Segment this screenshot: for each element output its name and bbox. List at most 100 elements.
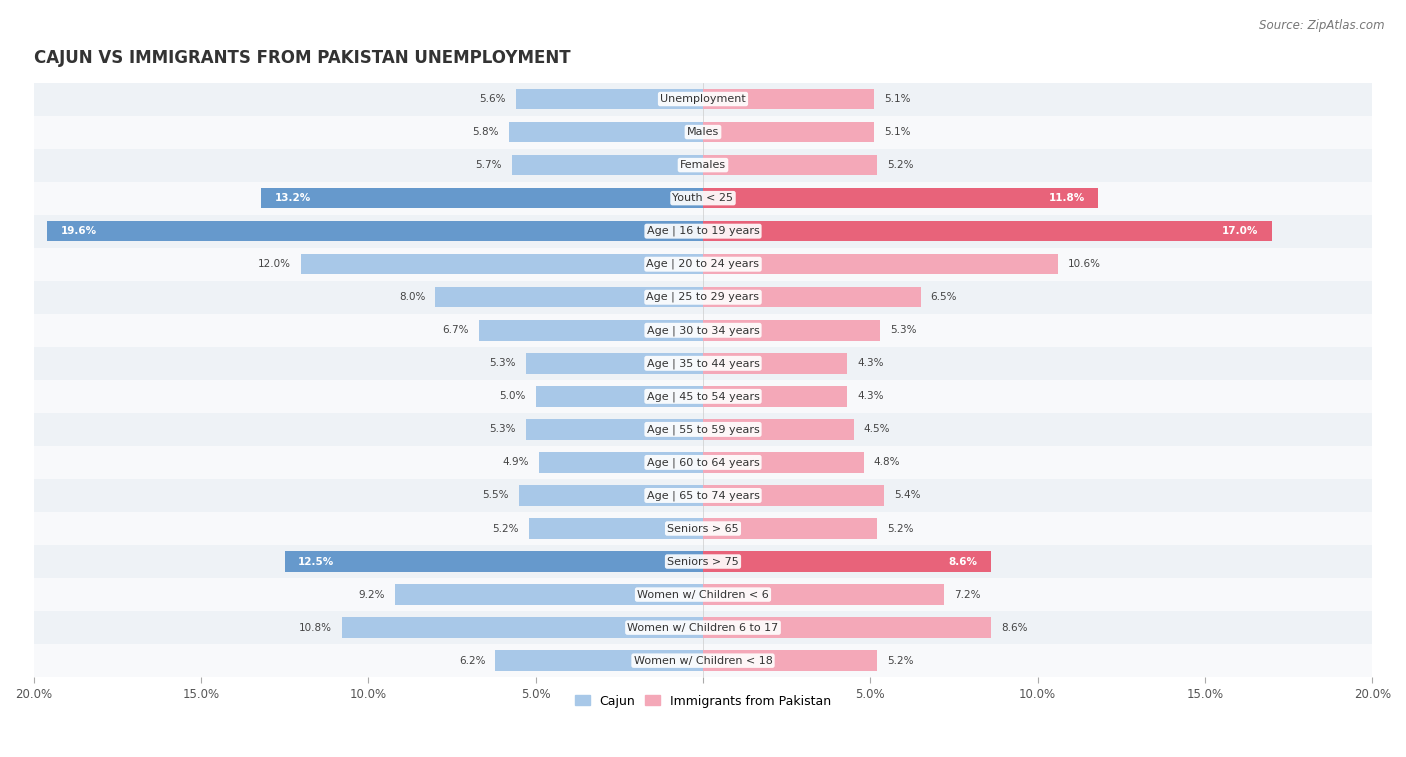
Text: Age | 20 to 24 years: Age | 20 to 24 years <box>647 259 759 269</box>
Bar <box>703 254 1057 275</box>
Bar <box>512 155 703 176</box>
Bar <box>703 452 863 472</box>
Text: 5.1%: 5.1% <box>884 127 910 137</box>
Text: Age | 55 to 59 years: Age | 55 to 59 years <box>647 424 759 435</box>
Text: 5.5%: 5.5% <box>482 491 509 500</box>
Bar <box>703 320 880 341</box>
Text: 4.8%: 4.8% <box>873 457 900 467</box>
Text: Age | 25 to 29 years: Age | 25 to 29 years <box>647 292 759 303</box>
Bar <box>0 611 1406 644</box>
Text: 10.8%: 10.8% <box>298 622 332 633</box>
Bar <box>703 122 873 142</box>
Text: Women w/ Children 6 to 17: Women w/ Children 6 to 17 <box>627 622 779 633</box>
Text: 5.1%: 5.1% <box>884 94 910 104</box>
Bar <box>495 650 703 671</box>
Bar <box>703 155 877 176</box>
Text: Age | 30 to 34 years: Age | 30 to 34 years <box>647 325 759 335</box>
Text: Females: Females <box>681 160 725 170</box>
Bar <box>0 512 1406 545</box>
Bar <box>0 545 1406 578</box>
Bar <box>703 485 884 506</box>
Bar <box>703 650 877 671</box>
Bar <box>703 419 853 440</box>
Text: 5.7%: 5.7% <box>475 160 502 170</box>
Legend: Cajun, Immigrants from Pakistan: Cajun, Immigrants from Pakistan <box>569 690 837 712</box>
Text: Women w/ Children < 6: Women w/ Children < 6 <box>637 590 769 600</box>
Bar <box>0 248 1406 281</box>
Text: Youth < 25: Youth < 25 <box>672 193 734 203</box>
Bar <box>0 281 1406 313</box>
Bar <box>478 320 703 341</box>
Text: 4.9%: 4.9% <box>502 457 529 467</box>
Text: Age | 65 to 74 years: Age | 65 to 74 years <box>647 491 759 500</box>
Text: Age | 35 to 44 years: Age | 35 to 44 years <box>647 358 759 369</box>
Text: Age | 16 to 19 years: Age | 16 to 19 years <box>647 226 759 236</box>
Bar <box>703 287 921 307</box>
Text: Males: Males <box>688 127 718 137</box>
Bar <box>536 386 703 407</box>
Text: 19.6%: 19.6% <box>60 226 97 236</box>
Bar <box>526 353 703 373</box>
Bar <box>703 551 991 572</box>
Bar <box>0 380 1406 413</box>
Bar <box>342 618 703 638</box>
Bar <box>0 116 1406 148</box>
Bar <box>0 347 1406 380</box>
Bar <box>0 446 1406 479</box>
Text: 5.3%: 5.3% <box>489 358 516 369</box>
Text: 17.0%: 17.0% <box>1222 226 1258 236</box>
Text: Source: ZipAtlas.com: Source: ZipAtlas.com <box>1260 19 1385 32</box>
Bar <box>262 188 703 208</box>
Text: 5.8%: 5.8% <box>472 127 499 137</box>
Text: 4.3%: 4.3% <box>858 391 883 401</box>
Bar <box>516 89 703 109</box>
Text: 5.2%: 5.2% <box>887 160 914 170</box>
Text: Age | 60 to 64 years: Age | 60 to 64 years <box>647 457 759 468</box>
Bar <box>703 188 1098 208</box>
Bar <box>703 386 846 407</box>
Text: 12.5%: 12.5% <box>298 556 335 566</box>
Text: 5.4%: 5.4% <box>894 491 921 500</box>
Text: CAJUN VS IMMIGRANTS FROM PAKISTAN UNEMPLOYMENT: CAJUN VS IMMIGRANTS FROM PAKISTAN UNEMPL… <box>34 49 571 67</box>
Text: 9.2%: 9.2% <box>359 590 385 600</box>
Bar <box>509 122 703 142</box>
Text: 5.2%: 5.2% <box>492 524 519 534</box>
Bar <box>284 551 703 572</box>
Text: 5.2%: 5.2% <box>887 656 914 665</box>
Text: 7.2%: 7.2% <box>955 590 980 600</box>
Bar <box>703 221 1272 241</box>
Bar <box>526 419 703 440</box>
Text: 6.7%: 6.7% <box>443 326 468 335</box>
Bar <box>436 287 703 307</box>
Text: 5.0%: 5.0% <box>499 391 526 401</box>
Bar <box>538 452 703 472</box>
Bar <box>0 644 1406 678</box>
Text: 11.8%: 11.8% <box>1049 193 1084 203</box>
Bar <box>0 413 1406 446</box>
Bar <box>703 89 873 109</box>
Text: 5.3%: 5.3% <box>890 326 917 335</box>
Bar <box>529 519 703 539</box>
Text: Women w/ Children < 18: Women w/ Children < 18 <box>634 656 772 665</box>
Text: 10.6%: 10.6% <box>1067 259 1101 269</box>
Bar <box>301 254 703 275</box>
Bar <box>0 148 1406 182</box>
Bar <box>0 182 1406 215</box>
Text: 13.2%: 13.2% <box>274 193 311 203</box>
Bar <box>0 215 1406 248</box>
Bar <box>395 584 703 605</box>
Bar <box>0 313 1406 347</box>
Bar <box>703 584 943 605</box>
Bar <box>46 221 703 241</box>
Text: 4.5%: 4.5% <box>863 425 890 435</box>
Text: 6.2%: 6.2% <box>458 656 485 665</box>
Text: 5.6%: 5.6% <box>479 94 506 104</box>
Bar <box>703 353 846 373</box>
Text: 8.6%: 8.6% <box>949 556 977 566</box>
Text: Seniors > 75: Seniors > 75 <box>666 556 740 566</box>
Text: Seniors > 65: Seniors > 65 <box>668 524 738 534</box>
Text: 8.0%: 8.0% <box>399 292 425 302</box>
Bar <box>0 479 1406 512</box>
Bar <box>0 578 1406 611</box>
Text: 12.0%: 12.0% <box>259 259 291 269</box>
